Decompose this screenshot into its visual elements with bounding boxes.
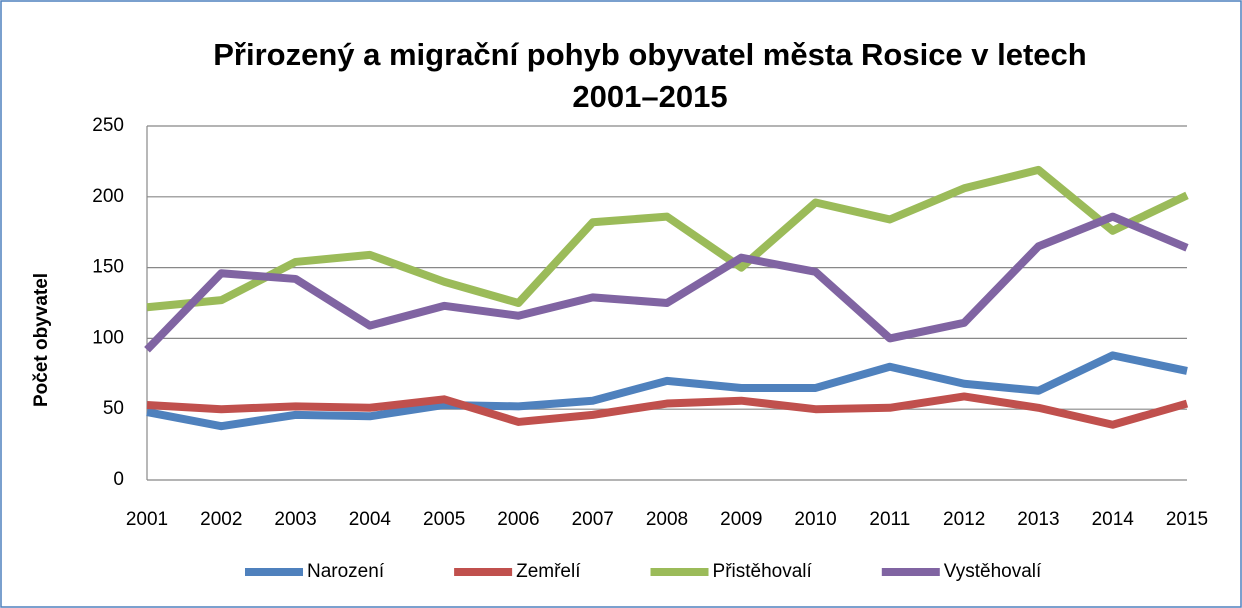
x-tick-label: 2003	[274, 509, 316, 530]
x-tick-label: 2012	[943, 509, 985, 530]
y-tick-label: 250	[92, 115, 124, 136]
y-tick-label: 200	[92, 186, 124, 207]
x-tick-label: 2005	[423, 509, 465, 530]
line-series	[146, 165, 1189, 312]
x-tick-label: 2015	[1166, 509, 1208, 530]
legend-label: Přistěhovalí	[713, 561, 813, 582]
y-tick-label: 150	[92, 257, 124, 278]
line-series	[146, 351, 1188, 431]
y-tick-label: 0	[113, 469, 124, 490]
y-axis-label: Počet obyvatel	[31, 273, 52, 407]
x-tick-label: 2006	[497, 509, 539, 530]
x-tick-label: 2009	[720, 509, 762, 530]
x-tick-label: 2004	[349, 509, 392, 530]
chart-title: Přirozený a migrační pohyb obyvatel měst…	[213, 37, 1087, 114]
x-tick-label: 2007	[572, 509, 614, 530]
legend-label: Narození	[307, 561, 385, 582]
line-series	[144, 212, 1189, 353]
x-tick-label: 2001	[126, 509, 168, 530]
x-tick-label: 2002	[200, 509, 242, 530]
legend-label: Zemřelí	[516, 561, 581, 582]
x-tick-label: 2014	[1092, 509, 1135, 530]
line-series	[146, 392, 1189, 429]
y-tick-label: 50	[103, 398, 124, 419]
legend-label: Vystěhovalí	[944, 561, 1042, 582]
x-tick-label: 2008	[646, 509, 688, 530]
y-tick-label: 100	[92, 327, 124, 348]
x-tick-label: 2013	[1017, 509, 1059, 530]
x-tick-label: 2011	[869, 509, 910, 530]
x-tick-label: 2010	[794, 509, 836, 530]
